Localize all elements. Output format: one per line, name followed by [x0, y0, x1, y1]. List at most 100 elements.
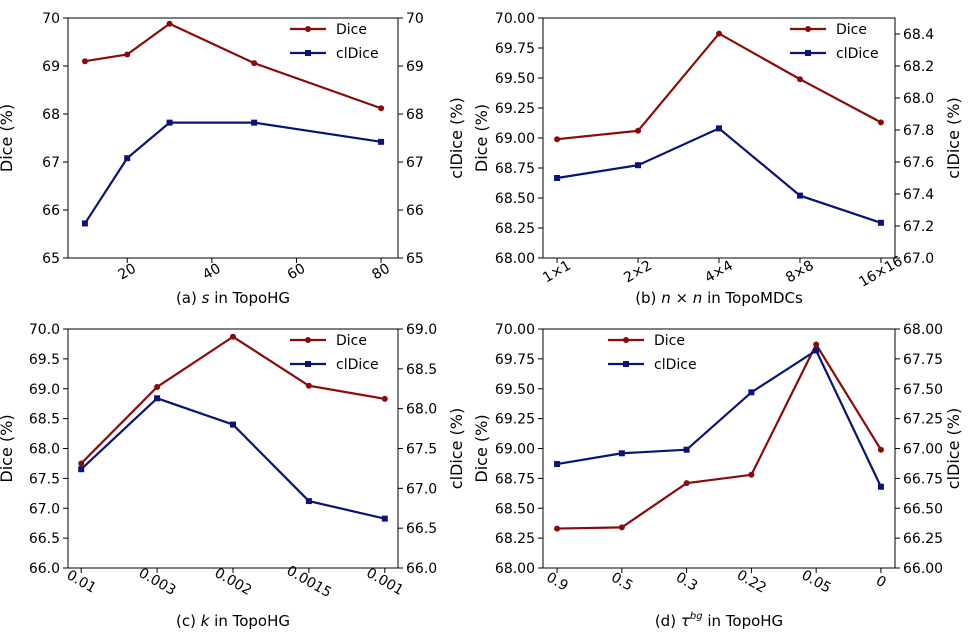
- data-point-dice: [877, 446, 884, 453]
- series-line-dice: [80, 335, 385, 465]
- y-tick-label-left: 69.75: [495, 352, 535, 368]
- data-point-dice: [230, 333, 236, 340]
- x-tick-label: 0.3: [673, 570, 700, 595]
- y-tick-label-right: 68.00: [903, 322, 943, 338]
- x-tick-label: 0.22: [734, 567, 769, 596]
- y-tick-label-left: 68.25: [495, 221, 535, 237]
- y-tick-label-left: 69.0: [29, 382, 60, 398]
- legend: Dice clDice: [608, 333, 697, 373]
- data-point-dice: [554, 136, 561, 143]
- y-tick-label-left: 68.00: [495, 251, 535, 267]
- x-tick-label: 8×8: [783, 258, 817, 287]
- legend-label: Dice: [654, 333, 685, 349]
- data-point-dice: [378, 105, 385, 112]
- y-axis-label-right: clDice (%): [447, 97, 466, 178]
- x-tick-label: 1×1: [540, 258, 574, 287]
- y-tick-label-right: 67.2: [903, 219, 934, 235]
- y-tick-label-right: 66.25: [903, 531, 943, 547]
- y-tick-label-right: 67.0: [903, 251, 934, 267]
- y-tick-label-left: 69.25: [495, 412, 535, 428]
- legend-label: clDice: [336, 357, 379, 373]
- y-tick-label-left: 68.5: [29, 412, 60, 428]
- data-point-cldice: [618, 450, 625, 457]
- data-point-cldice: [796, 192, 803, 199]
- chart-panel: 65 66 67 68 69 70 65 66 67 68 69 70 20 40 60 80 Dice (%)…: [0, 11, 466, 307]
- y-tick-label-right: 67.0: [406, 481, 437, 497]
- plot-frame: [67, 17, 399, 259]
- legend-label: clDice: [654, 357, 697, 373]
- data-point-cldice: [748, 389, 755, 396]
- x-tick-label: 60: [285, 261, 308, 284]
- y-tick-label-right: 67.8: [903, 123, 934, 139]
- panel-caption: (d) τbg in TopoHG: [655, 611, 783, 630]
- x-tick-label: 0.05: [799, 567, 834, 596]
- x-tick-label: 0.01: [64, 567, 99, 596]
- legend: Dice clDice: [290, 22, 379, 62]
- data-point-dice: [716, 30, 722, 37]
- y-tick-label-right: 68.2: [903, 59, 934, 75]
- y-tick-label-left: 67.5: [29, 471, 60, 487]
- y-tick-label-right: 68.0: [903, 91, 934, 107]
- data-point-dice: [635, 127, 642, 134]
- series-line-dice: [557, 342, 882, 530]
- panel-caption: (b) n × n in TopoMDCs: [635, 289, 803, 307]
- data-point-cldice: [378, 138, 385, 145]
- y-tick-label-right: 66.00: [903, 561, 943, 577]
- y-tick-label-right: 69: [406, 59, 424, 75]
- y-tick-label-right: 67.00: [903, 442, 943, 458]
- data-point-dice: [305, 382, 312, 389]
- x-tick-label: 20: [116, 261, 139, 284]
- y-tick-label-right: 67.6: [903, 155, 934, 171]
- data-point-dice: [748, 471, 755, 478]
- y-tick-label-left: 67.0: [29, 501, 60, 517]
- x-tick-label: 40: [200, 261, 223, 284]
- y-tick-label-left: 68.0: [29, 442, 60, 458]
- y-tick-label-right: 65: [406, 251, 424, 267]
- y-tick-label-left: 66.0: [29, 561, 60, 577]
- y-tick-label-right: 66.0: [406, 561, 437, 577]
- data-point-dice: [78, 460, 85, 467]
- x-tick-label: 0.9: [543, 570, 570, 595]
- y-tick-label-right: 66.5: [406, 521, 437, 537]
- data-point-cldice: [230, 421, 236, 428]
- x-tick-label: 0.5: [608, 570, 635, 595]
- series-line-cldice: [83, 121, 382, 225]
- data-point-cldice: [166, 119, 173, 126]
- legend: Dice clDice: [290, 333, 379, 373]
- y-tick-label-left: 66.5: [29, 531, 60, 547]
- data-point-cldice: [154, 395, 161, 402]
- data-point-cldice: [877, 219, 884, 226]
- legend-marker: [305, 50, 311, 56]
- data-point-dice: [124, 51, 131, 58]
- chart-panel: 68.00 68.25 68.50 68.75 69.00 69.25 69.50 69.75…: [472, 322, 963, 630]
- data-point-cldice: [305, 498, 312, 505]
- y-tick-label-left: 66: [42, 203, 60, 219]
- data-point-cldice: [683, 446, 690, 453]
- y-axis-label-right: clDice (%): [944, 408, 963, 489]
- legend-label: Dice: [836, 22, 867, 38]
- y-tick-label-right: 67: [406, 155, 424, 171]
- x-tick-label: 80: [369, 261, 392, 284]
- data-point-dice: [877, 119, 884, 126]
- y-tick-label-left: 69.50: [495, 382, 535, 398]
- data-point-cldice: [381, 515, 388, 522]
- y-tick-label-left: 70.00: [495, 11, 535, 27]
- data-point-cldice: [554, 461, 561, 468]
- x-tick-label: 2×2: [621, 258, 655, 287]
- y-tick-label-right: 67.75: [903, 352, 943, 368]
- y-tick-label-left: 70.00: [495, 322, 535, 338]
- series-line-cldice: [556, 348, 882, 488]
- y-tick-label-right: 67.4: [903, 187, 934, 203]
- legend-label: Dice: [336, 22, 367, 38]
- data-point-dice: [813, 341, 820, 348]
- legend-label: clDice: [836, 46, 879, 62]
- data-point-dice: [251, 60, 258, 67]
- chart-panel: 68.00 68.25 68.50 68.75 69.00 69.25 69.50 69.75…: [472, 11, 963, 307]
- y-axis-label-left: Dice (%): [472, 104, 491, 172]
- y-tick-label-left: 68.75: [495, 161, 535, 177]
- chart-panel: 66.0 66.5 67.0 67.5 68.0 68.5 69.0 69.5 70.0 66.0…: [0, 322, 466, 630]
- plot-frame: [542, 328, 896, 569]
- data-point-cldice: [635, 162, 642, 169]
- y-tick-label-left: 65: [42, 251, 60, 267]
